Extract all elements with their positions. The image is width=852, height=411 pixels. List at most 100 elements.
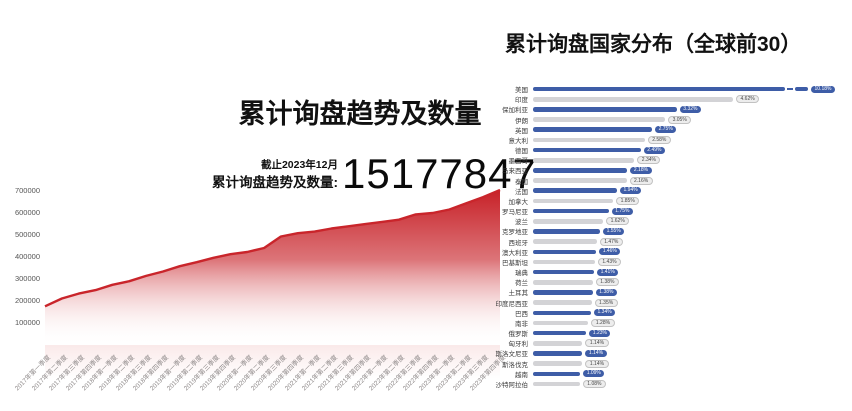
bar-row: 斯洛文尼亚 1.14% <box>470 348 852 358</box>
bar-row: 美国 10.18% <box>470 84 852 94</box>
value-badge: 4.62% <box>736 95 760 104</box>
area-fade-decoration <box>45 345 500 379</box>
country-bar <box>533 86 785 92</box>
value-badge: 1.14% <box>585 339 609 348</box>
country-bar <box>533 269 595 275</box>
country-bar <box>533 188 617 194</box>
value-badge: 10.18% <box>811 85 835 93</box>
value-badge: 2.18% <box>630 166 652 174</box>
value-badge: 2.16% <box>629 176 653 185</box>
y-axis-tick-label: 400000 <box>14 251 40 261</box>
value-badge: 1.23% <box>589 329 611 337</box>
country-label: 英国 <box>515 127 528 135</box>
value-badge: 3.32% <box>679 105 701 113</box>
country-bar <box>533 259 595 265</box>
country-label: 荷兰 <box>515 280 528 288</box>
bar-row: 法国 1.94% <box>470 186 852 196</box>
country-label: 罗马尼亚 <box>502 209 528 217</box>
value-badge: 2.58% <box>647 135 671 144</box>
total-inquiries-value: 15177847 <box>342 150 537 197</box>
country-label: 瑞典 <box>515 270 528 278</box>
total-inquiries-label: 累计询盘趋势及数量: <box>212 175 338 190</box>
country-label: 澳大利亚 <box>502 249 528 257</box>
country-bar <box>533 330 587 336</box>
bar-row: 保加利亚 3.32% <box>470 104 852 114</box>
country-label: 斯洛伐克 <box>502 361 528 369</box>
country-label: 保加利亚 <box>502 107 528 115</box>
value-badge: 1.75% <box>611 207 633 215</box>
country-label: 斯洛文尼亚 <box>495 351 529 359</box>
bar-row: 南非 1.28% <box>470 318 852 328</box>
y-axis-tick-label: 600000 <box>14 207 40 217</box>
country-bar <box>533 107 677 112</box>
as-of-date-note: 截止2023年12月 <box>260 159 338 171</box>
value-badge: 1.08% <box>582 380 606 388</box>
value-badge: 1.38% <box>595 278 619 287</box>
value-badge: 1.94% <box>620 187 642 195</box>
bar-row: 西班牙 1.47% <box>470 237 852 247</box>
trend-area-chart <box>44 188 501 345</box>
country-label: 土耳其 <box>508 290 529 298</box>
bar-row: 俄罗斯 1.23% <box>470 328 852 338</box>
country-label: 印度 <box>515 97 528 105</box>
value-badge: 1.09% <box>583 370 605 378</box>
country-bar <box>533 381 580 387</box>
value-badge: 2.49% <box>643 146 665 154</box>
bar-row: 荷兰 1.38% <box>470 277 852 287</box>
country-label: 西班牙 <box>508 239 529 247</box>
country-bar <box>533 239 597 244</box>
value-badge: 1.62% <box>606 217 630 226</box>
bar-row: 印度 4.62% <box>470 94 852 104</box>
y-axis-tick-label: 700000 <box>14 185 40 195</box>
country-label: 马来西亚 <box>502 168 528 176</box>
value-badge: 1.28% <box>591 318 615 327</box>
country-label: 波兰 <box>515 219 528 227</box>
country-bar <box>533 147 641 153</box>
value-badge: 1.47% <box>599 237 623 246</box>
bar-row: 巴基斯坦 1.43% <box>470 257 852 267</box>
country-label: 俄罗斯 <box>508 331 529 339</box>
country-label: 伊朗 <box>515 117 528 125</box>
country-bar <box>533 290 593 295</box>
value-badge: 3.05% <box>668 115 692 124</box>
country-label: 南非 <box>515 320 528 328</box>
country-label: 匈牙利 <box>508 341 529 349</box>
trend-chart-title: 累计询盘趋势及数量 <box>238 99 482 129</box>
bar-row: 印度尼西亚 1.35% <box>470 298 852 308</box>
bar-row: 澳大利亚 1.46% <box>470 247 852 257</box>
value-badge: 1.34% <box>594 309 616 317</box>
country-bar <box>533 341 583 346</box>
country-bar <box>533 280 593 285</box>
country-label: 意大利 <box>508 137 529 145</box>
country-label: 克罗地亚 <box>502 229 528 237</box>
country-bar <box>533 218 604 224</box>
bar-row: 克罗地亚 1.55% <box>470 226 852 236</box>
value-badge: 1.35% <box>594 298 618 307</box>
value-badge: 2.34% <box>637 156 661 165</box>
country-bar <box>533 127 653 133</box>
country-bar <box>533 168 628 173</box>
value-badge: 1.41% <box>597 268 619 276</box>
area-shape <box>45 190 500 345</box>
bar-row: 瑞典 1.41% <box>470 267 852 277</box>
bar-row: 意大利 2.58% <box>470 135 852 145</box>
value-badge: 1.14% <box>585 349 607 357</box>
country-bar <box>533 198 614 204</box>
bar-row: 伊朗 3.05% <box>470 115 852 125</box>
bar-row: 加拿大 1.85% <box>470 196 852 206</box>
value-badge: 1.55% <box>603 227 625 235</box>
country-bar <box>533 320 589 326</box>
country-label: 法国 <box>515 188 528 196</box>
value-badge: 1.38% <box>595 288 617 296</box>
country-bar <box>533 249 597 255</box>
country-bar <box>533 310 591 316</box>
bar-end-cap <box>795 86 808 92</box>
country-bar <box>533 137 645 143</box>
bar-row: 德国 2.49% <box>470 145 852 155</box>
country-bar <box>533 178 627 183</box>
value-badge: 1.46% <box>599 248 621 256</box>
bar-row: 马来西亚 2.18% <box>470 165 852 175</box>
y-axis-tick-label: 100000 <box>14 318 40 328</box>
bar-row: 巴西 1.34% <box>470 308 852 318</box>
